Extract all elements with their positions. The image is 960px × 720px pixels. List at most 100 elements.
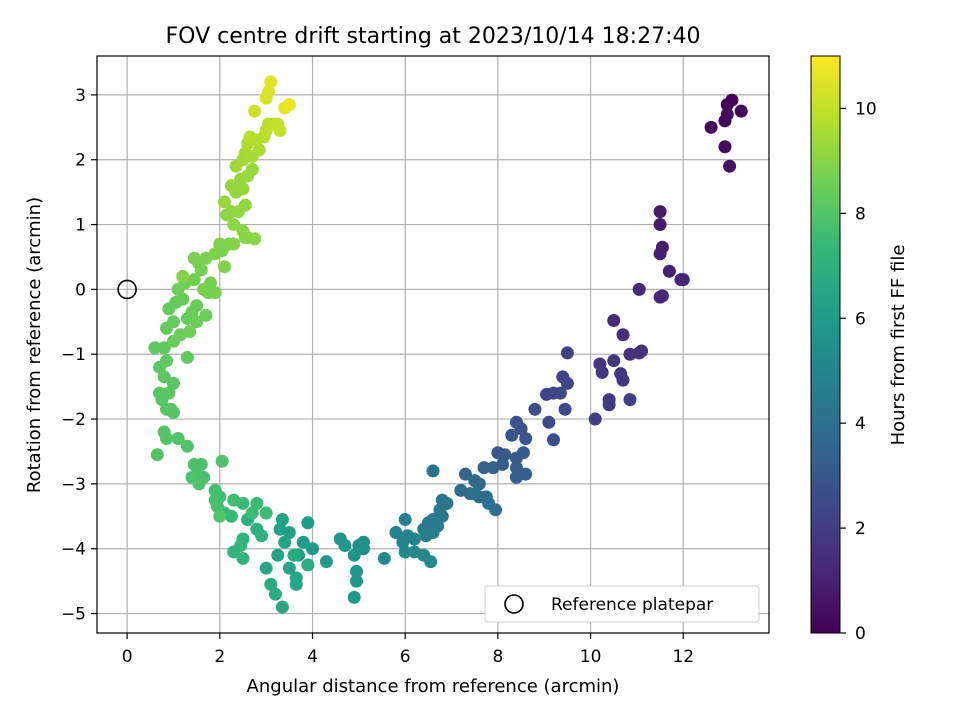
data-point [301,558,315,572]
data-point [356,542,370,556]
data-point [602,398,616,412]
y-tick-label: 0 [75,280,86,300]
y-tick-label: 2 [75,151,86,171]
plot-background [97,56,769,633]
data-point [623,393,637,407]
reference-platepar-marker [117,279,137,300]
colorbar-ticks: 0 2 4 6 8 10 [840,99,877,644]
data-point [187,457,201,471]
data-point [162,386,176,400]
data-point [236,224,250,238]
data-point [227,493,241,507]
data-point [389,526,403,540]
y-tick-label: 1 [75,216,86,236]
data-point [723,159,737,173]
data-point [505,428,519,442]
data-point [157,370,171,384]
data-point [560,346,574,360]
x-tick-label: 10 [580,647,602,667]
data-point [553,386,567,400]
data-point [275,513,289,527]
data-point [632,282,646,296]
data-point [398,513,412,527]
data-point [734,104,748,118]
data-point [595,365,609,379]
chart-title: FOV centre drift starting at 2023/10/14 … [166,24,701,49]
data-point [259,506,273,520]
data-point [208,483,222,497]
data-point [264,75,278,89]
legend-marker-icon [504,594,524,614]
data-point [676,273,690,287]
x-tick-label: 6 [400,647,411,667]
data-point [227,237,241,251]
data-point [213,509,227,523]
data-point [468,487,482,501]
legend: Reference platepar [484,585,760,623]
data-point [616,373,630,387]
data-point [350,574,364,588]
x-tick-label: 0 [122,647,133,667]
data-point [528,402,542,416]
data-point [704,120,718,134]
data-point [261,85,275,99]
data-point [245,162,259,176]
data-point [289,577,303,591]
x-tick-label: 2 [214,647,225,667]
x-tick-label: 12 [672,647,694,667]
data-point [150,448,164,462]
data-point [514,422,528,436]
colorbar-label: Hours from first FF file [888,245,909,446]
data-point [217,260,231,274]
data-point [171,432,185,446]
data-point [519,432,533,446]
legend-box [484,585,760,623]
data-point [160,354,174,368]
data-point [190,315,204,329]
y-tick-label: 3 [75,86,86,106]
data-point [166,315,180,329]
data-point [187,273,201,287]
data-point [264,577,278,591]
data-point [338,538,352,552]
data-point [248,104,262,118]
y-axis-label: Rotation from reference (arcmin) [24,197,45,493]
data-point [350,564,364,578]
x-tick-label: 4 [307,647,318,667]
data-point [607,314,621,328]
data-point [180,350,194,364]
colorbar-tick-label: 4 [855,414,866,434]
data-point [725,93,739,107]
data-point [183,325,197,339]
data-point [472,477,486,491]
colorbar-tick-label: 10 [855,99,877,119]
colorbar-gradient-bar [810,55,841,634]
y-tick-label: −4 [61,540,86,560]
data-point [213,237,227,251]
y-tick-label: −1 [61,345,86,365]
x-axis-ticks: 0 2 4 6 8 10 12 [122,633,694,667]
data-point [157,425,171,439]
data-point [282,561,296,575]
data-point [542,415,556,429]
data-point [199,308,213,322]
data-point [210,500,224,514]
colorbar-tick-label: 6 [855,309,866,329]
data-point [653,218,667,232]
data-point [653,205,667,219]
data-point [296,535,310,549]
data-point [301,516,315,530]
data-point [166,376,180,390]
data-point [407,532,421,546]
data-point [398,545,412,559]
plot-frame [96,55,770,634]
data-point [243,130,257,144]
data-point [238,198,252,212]
scatter-points [148,75,748,614]
data-point [268,587,282,601]
data-point [255,529,269,543]
data-point [426,464,440,478]
data-point [166,334,180,348]
colorbar-tick-label: 2 [855,519,866,539]
